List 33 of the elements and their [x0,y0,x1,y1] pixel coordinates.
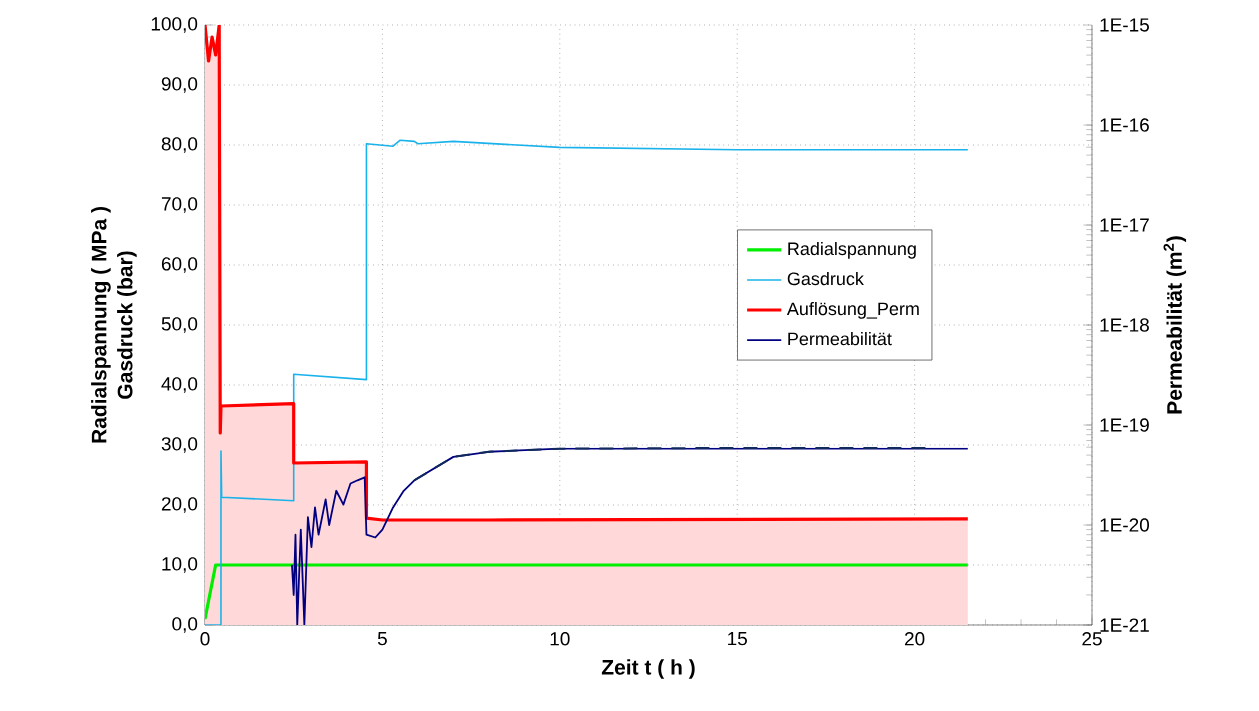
y2-tick-label: 1E-17 [1100,218,1149,232]
x-tick-label: 15 [728,632,747,646]
x-tick-label: 10 [550,632,570,646]
legend-label: Permeabilität [788,332,892,346]
y-tick-label: 30,0 [161,437,198,453]
x-tick-label: 0 [200,632,210,646]
text: Radialspannung ( MPa ) [91,207,111,443]
y-tick-label: 10,0 [162,557,198,573]
y-tick-label: 20,0 [161,497,198,513]
y2-tick-label: 1E-20 [1100,518,1150,532]
line-series [205,139,969,625]
legend-label: Auflösung_Perm [786,301,919,319]
y-tick-label: 80,0 [161,137,198,153]
y2-axis-title: Permeabilität (m$^{2}$) [1163,236,1187,414]
y-tick-label: 70,0 [161,197,198,213]
y2-tick-label: 1E-15 [1100,18,1149,32]
y-tick-label: 100,0 [151,17,198,33]
x-tick-label: 20 [904,632,925,646]
y-tick-label: 50,0 [161,317,198,333]
x-tick-label: 25 [1082,632,1102,646]
y-tick-label: 40,0 [161,377,198,393]
legend-label: Gasdruck [787,271,864,286]
y2-tick-label: 1E-21 [1100,618,1149,632]
legend-label: Radialspannung [788,241,916,259]
text: Gasdruck (bar) [117,251,137,399]
y2-tick-label: 1E-18 [1100,318,1149,332]
y-tick-label: 90,0 [161,77,198,93]
y-tick-label: 60,0 [161,257,198,273]
y2-tick-label: 1E-19 [1100,418,1149,432]
x-tick-label: 5 [377,632,387,646]
x-axis-title: Zeit t ( h ) [601,659,695,679]
y-tick-label: 0,0 [172,617,198,633]
y2-tick-label: 1E-16 [1100,118,1149,132]
